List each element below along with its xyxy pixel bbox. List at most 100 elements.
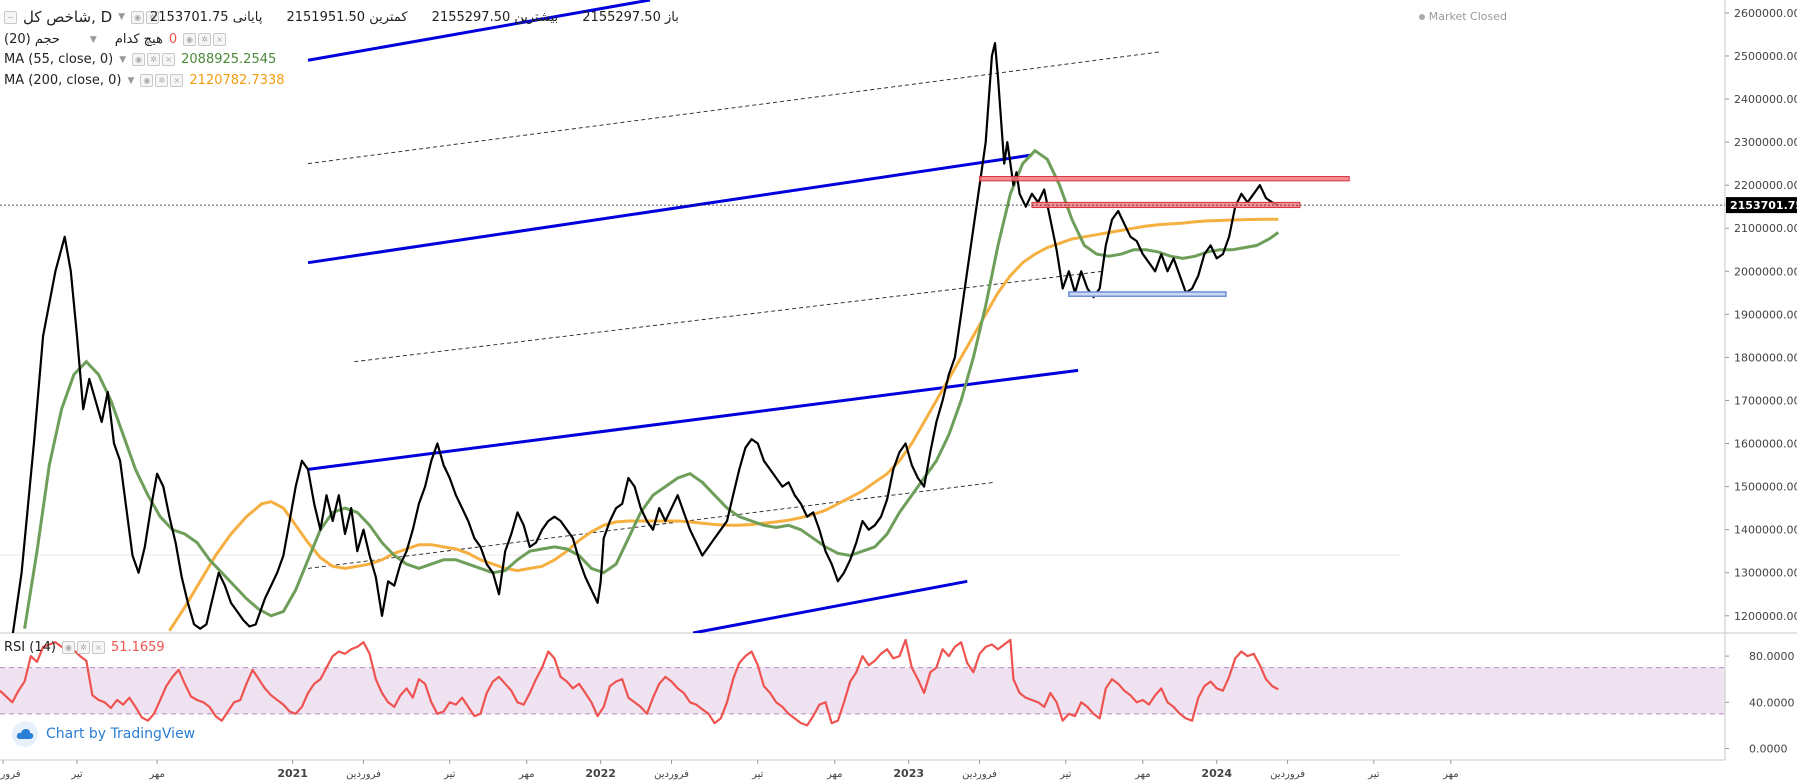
close-icon[interactable]: × (162, 53, 176, 66)
time-tick-label: فروردین (1270, 769, 1305, 780)
time-tick-label: تیر (443, 769, 456, 780)
time-tick-label: 2023 (893, 767, 924, 780)
market-status: Market Closed (1418, 10, 1507, 23)
price-tick-label: 1800000.00 (1734, 351, 1797, 364)
rsi-legend: RSI (14) ◉ ✲ × 51.1659 (4, 640, 165, 655)
ohlc-high: بیشترین 2155297.50 (431, 10, 559, 25)
time-tick-label: تیر (1059, 769, 1072, 780)
ohlc-low: کمترین 2151951.50 (286, 10, 408, 25)
trendline-0 (307, 0, 651, 62)
gear-icon[interactable]: ✲ (198, 33, 212, 46)
tradingview-brand[interactable]: Chart by TradingView (12, 721, 195, 747)
rsi-tick-label: 80.0000 (1749, 650, 1795, 663)
cloud-icon (12, 721, 38, 747)
ma200-controls: ◉ ✲ × (140, 74, 184, 87)
price-tick-label: 1900000.00 (1734, 308, 1797, 321)
ma200-legend: MA (200, close, 0) ▼ ◉ ✲ × 2120782.7338 (4, 73, 285, 88)
ma200-value: 2120782.7338 (189, 73, 285, 88)
eye-icon[interactable]: ◉ (183, 33, 197, 46)
time-tick-label: فروردین (346, 769, 381, 780)
volume-value: 0 (168, 32, 178, 47)
symbol-legend: − شاخص کل, D ▼ ◉ ✲ (4, 8, 160, 26)
last-price-label: 2153701.75 (1730, 199, 1797, 212)
volume-none-label: هیچ کدام (114, 32, 163, 47)
support-zone-0 (1068, 291, 1227, 298)
ma200-label: MA (200, close, 0) (4, 73, 122, 88)
price-tick-label: 2200000.00 (1734, 179, 1797, 192)
ma55-value: 2088925.2545 (181, 52, 277, 67)
close-icon[interactable]: × (170, 74, 184, 87)
ohlc-open: باز 2155297.50 (582, 10, 679, 25)
last-price-badge (1726, 197, 1797, 214)
ma55-legend: MA (55, close, 0) ▼ ◉ ✲ × 2088925.2545 (4, 52, 276, 67)
price-tick-label: 1500000.00 (1734, 481, 1797, 494)
symbol-title: شاخص کل, D (23, 8, 113, 26)
price-tick-label: 1200000.00 (1734, 610, 1797, 623)
chevron-down-icon[interactable]: ▼ (127, 75, 135, 86)
rsi-tick-label: 40.0000 (1749, 696, 1795, 709)
ma55-controls: ◉ ✲ × (132, 53, 176, 66)
time-tick-label: 2024 (1201, 767, 1232, 780)
ma200-line (168, 217, 1279, 632)
gear-icon[interactable]: ✲ (146, 10, 160, 24)
price-tick-label: 2500000.00 (1734, 50, 1797, 63)
gear-icon[interactable]: ✲ (147, 53, 161, 66)
dashed-channel-line-0 (307, 51, 1162, 165)
time-tick-label: تیر (751, 769, 764, 780)
time-tick-label: فروردین (0, 769, 21, 780)
time-tick-label: مهر (518, 769, 534, 780)
rsi-label: RSI (14) (4, 640, 56, 655)
eye-icon[interactable]: ◉ (132, 53, 146, 66)
close-icon[interactable]: × (213, 33, 227, 46)
time-tick-label: مهر (826, 769, 842, 780)
volume-controls: ◉ ✲ × (183, 33, 227, 46)
time-tick-label: 2021 (277, 767, 308, 780)
price-tick-label: 1700000.00 (1734, 394, 1797, 407)
rsi-value: 51.1659 (110, 640, 165, 655)
close-icon[interactable]: × (91, 641, 105, 654)
price-tick-label: 2100000.00 (1734, 222, 1797, 235)
ma55-line (23, 148, 1280, 629)
rsi-controls: ◉ ✲ × (61, 641, 105, 654)
chevron-down-icon[interactable]: ▼ (118, 12, 126, 22)
eye-icon[interactable]: ◉ (140, 74, 154, 87)
price-line (11, 41, 1279, 633)
time-tick-label: فروردین (654, 769, 689, 780)
chevron-down-icon[interactable]: ▼ (119, 54, 127, 65)
time-tick-label: مهر (1134, 769, 1150, 780)
eye-icon[interactable]: ◉ (61, 641, 75, 654)
price-tick-label: 2600000.00 (1734, 7, 1797, 20)
volume-legend: حجم (20) ▼ هیچ کدام 0 ◉ ✲ × (4, 32, 227, 47)
price-tick-label: 1600000.00 (1734, 438, 1797, 451)
brand-label: Chart by TradingView (46, 726, 196, 742)
time-tick-label: تیر (1367, 769, 1380, 780)
ohlc-close: پایانی 2153701.75 (150, 10, 263, 25)
gear-icon[interactable]: ✲ (155, 74, 169, 87)
rsi-tick-label: 0.0000 (1749, 742, 1788, 755)
gear-icon[interactable]: ✲ (76, 641, 90, 654)
price-tick-label: 1400000.00 (1734, 524, 1797, 537)
collapse-icon[interactable]: − (4, 10, 17, 24)
time-tick-label: تیر (70, 769, 83, 780)
price-tick-label: 2300000.00 (1734, 136, 1797, 149)
rsi-band (0, 667, 1725, 714)
time-tick-label: فروردین (962, 769, 997, 780)
eye-icon[interactable]: ◉ (131, 10, 145, 24)
trendline-1 (307, 153, 1033, 265)
time-tick-label: مهر (1442, 769, 1458, 780)
ohlc-values: باز 2155297.50 بیشترین 2155297.50 کمترین… (130, 10, 679, 25)
dashed-channel-line-2 (307, 481, 996, 569)
trendline-3 (692, 579, 968, 633)
price-tick-label: 1300000.00 (1734, 567, 1797, 580)
trendline-2 (307, 368, 1079, 471)
status-dot-icon (1418, 14, 1425, 20)
time-tick-label: 2022 (585, 767, 616, 780)
price-tick-label: 2000000.00 (1734, 265, 1797, 278)
rsi-line (0, 638, 1279, 727)
ma55-label: MA (55, close, 0) (4, 52, 114, 67)
volume-label: حجم (20) (4, 32, 60, 47)
chevron-down-icon[interactable]: ▼ (89, 34, 97, 45)
resistance-zone-0 (979, 176, 1350, 182)
price-tick-label: 2400000.00 (1734, 93, 1797, 106)
